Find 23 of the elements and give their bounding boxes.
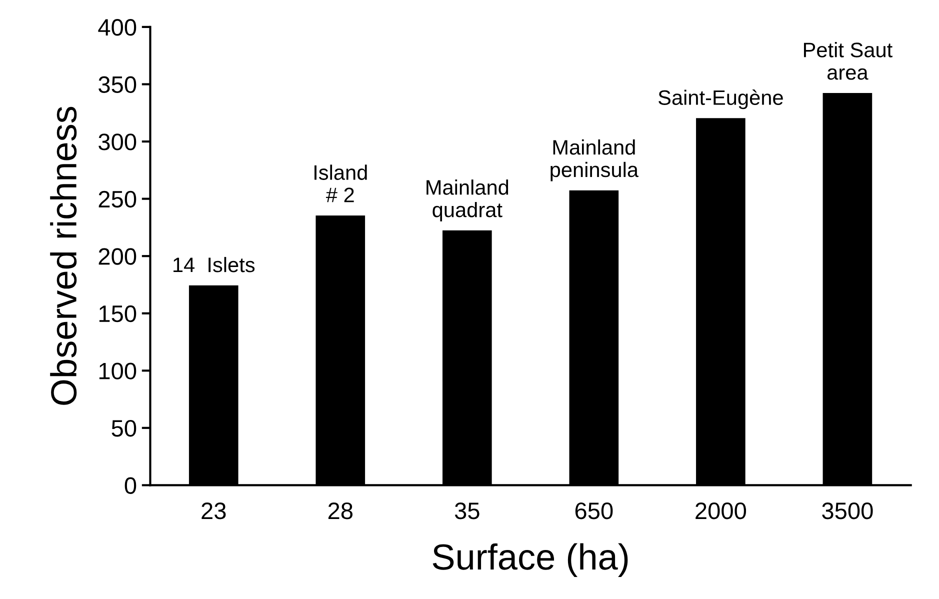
y-tick-label: 250 [98,190,136,208]
y-tick-label: 0 [124,477,136,494]
x-tick-label: 35 [454,502,480,520]
x-tick-label: 3500 [822,502,873,520]
y-tick-label: 100 [99,362,136,380]
annotation: Saint-Eugène [658,89,783,110]
annotation: Petit Saut area [804,42,892,80]
x-tick-label: 2000 [696,502,746,520]
y-axis-title: Observed richness [50,106,77,405]
x-tick-label: 28 [328,502,352,520]
annotation: Island # 2 [314,164,367,202]
y-tick-label: 350 [98,76,136,94]
y-tick-label: 50 [112,420,136,437]
y-tick-label: 400 [98,19,136,36]
y-tick-label: 150 [99,305,136,322]
y-tick-label: 300 [98,134,136,150]
annotation: 14 Islets [174,256,255,272]
x-tick-label: 650 [575,502,613,520]
annotation: Mainland peninsula [550,139,639,182]
x-tick-label: 23 [202,502,226,520]
x-axis-title: Surface (ha) [432,543,628,577]
annotation: Mainland quadrat [426,180,508,222]
y-tick-label: 200 [98,248,136,265]
